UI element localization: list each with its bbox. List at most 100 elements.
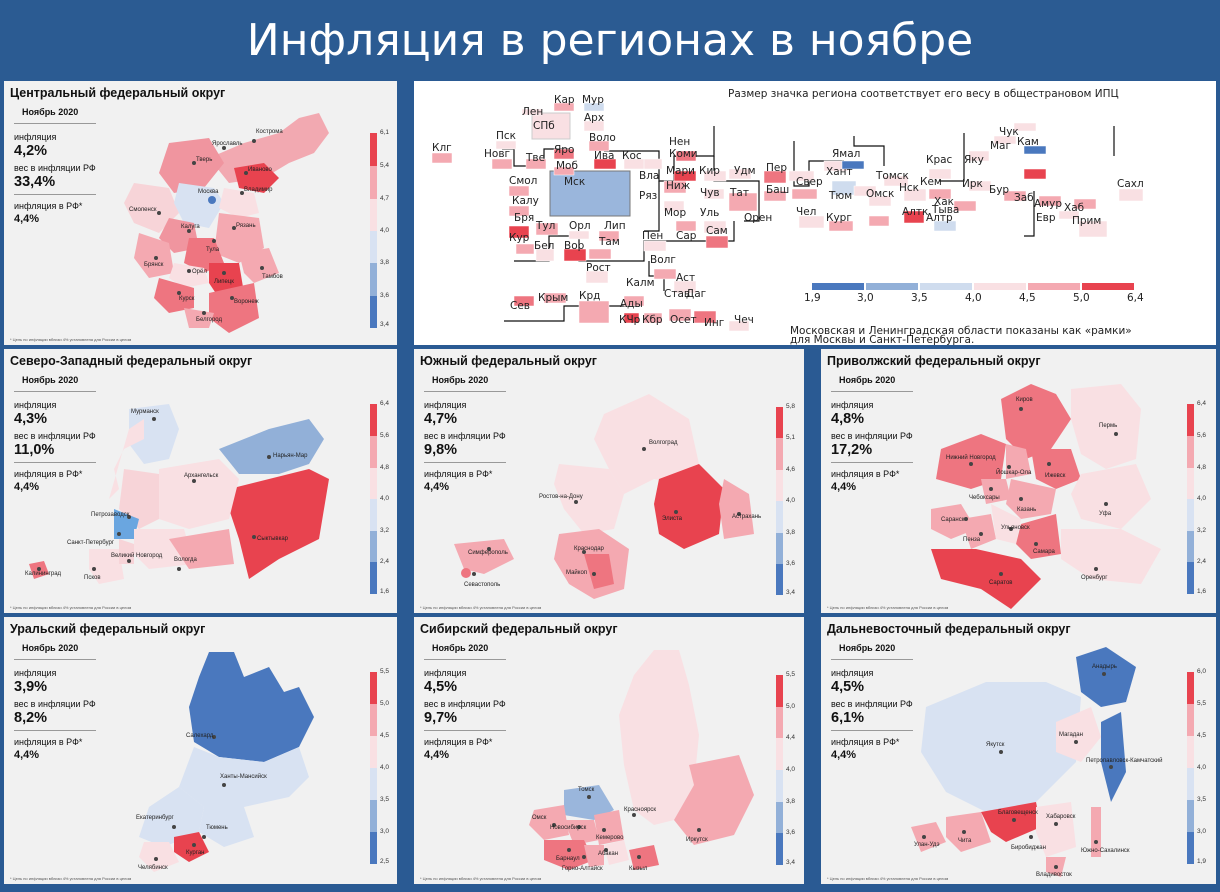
svg-text:Пер: Пер [766,162,787,174]
scale-tick: 4,7 [380,195,390,202]
rf-inflation-value: 4,4% [14,213,40,225]
city-label: Ханты-Мансийск [220,773,267,780]
city-label: Ижевск [1045,473,1066,479]
svg-text:Чеч: Чеч [734,314,754,326]
month-label: Ноябрь 2020 [14,643,96,660]
svg-text:Пск: Пск [496,130,516,142]
stats-block: Ноябрь 2020 инфляция 4,8% вес в инфляции… [831,375,913,493]
tile-scale-tick: 4,0 [965,292,982,304]
region-map: Салехард Ханты-Мансийск Екатеринбург Тюм… [136,652,314,872]
city-label: Рязань [236,223,256,229]
scale-tick: 5,6 [380,432,390,439]
city-label: Санкт-Петербург [67,540,115,546]
region-map: Кострома Ярославль Тверь Иваново Москва … [124,113,329,333]
footnote: * Цель по инфляции вблизи 4% установлена… [10,337,132,342]
scale-tick: 5,1 [786,434,796,441]
scale-tick: 3,0 [380,828,390,835]
scale-tick: 3,4 [380,321,390,328]
city-label: Новосибирск [550,825,587,831]
svg-text:Чел: Чел [796,206,816,218]
city-label: Йошкар-Ола [996,468,1032,476]
inflation-value: 4,3% [14,411,48,427]
city-label: Кострома [256,129,283,135]
city-label: Архангельск [184,473,219,479]
svg-text:Калм: Калм [626,277,655,289]
city-label: Барнаул [556,856,580,862]
scale-tick: 5,5 [1197,700,1207,707]
footnote: * Цель по инфляции вблизи 4% установлена… [827,605,949,610]
city-label: Петрозаводск [91,512,130,518]
svg-text:Крым: Крым [538,292,568,304]
city-label: Великий Новгород [111,552,163,559]
svg-text:Яку: Яку [964,154,984,166]
weight-label: вес в инфляции РФ [424,431,506,441]
city-label: Уфа [1099,511,1112,517]
color-scale: 6,4 5,6 4,8 4,0 3,2 2,4 1,6 [370,400,394,595]
scale-tick: 3,8 [786,529,796,536]
city-label: Пермь [1099,423,1117,429]
svg-text:Сахл: Сахл [1117,178,1144,190]
svg-text:Уль: Уль [700,207,719,219]
inflation-label: инфляция [14,400,57,410]
svg-text:Кос: Кос [622,150,642,162]
scale-tick: 3,6 [380,292,390,299]
scale-tick: 6,0 [1197,668,1207,675]
city-label: Тамбов [262,274,283,280]
rf-inflation-label: инфляция в РФ* [831,469,900,479]
svg-text:Орен: Орен [744,212,772,224]
city-label: Петропавловск-Камчатский [1086,757,1162,764]
city-label: Брянск [144,262,164,268]
rf-inflation-value: 4,4% [831,481,857,493]
svg-text:Кем: Кем [920,176,942,188]
svg-text:Тыва: Тыва [931,204,959,216]
svg-text:Ниж: Ниж [666,180,691,192]
city-label: Курган [186,850,204,856]
panel-title: Северо-Западный федеральный округ [10,354,253,368]
scale-tick: 5,5 [786,671,796,678]
city-label: Владивосток [1036,872,1072,878]
city-label: Тверь [196,157,212,163]
month-label: Ноябрь 2020 [831,643,913,660]
city-label: Ульяновск [1001,525,1030,531]
city-label: Калуга [181,224,200,230]
city-label: Киров [1016,397,1033,403]
panel-central-fd: Центральный федеральный округ Ноябрь 202… [4,81,397,345]
city-label: Чита [958,838,972,844]
scale-tick: 4,8 [1197,464,1207,471]
scale-tick: 3,4 [786,589,796,596]
region-map: Томск Омск Новосибирск Кемерово Краснояр… [529,650,754,872]
svg-text:Орл: Орл [569,220,591,232]
city-label: Челябинск [138,865,168,871]
svg-text:Кам: Кам [1017,136,1039,148]
scale-tick: 4,0 [380,764,390,771]
weight-label: вес в инфляции РФ [831,431,913,441]
inflation-label: инфляция [14,132,57,142]
rf-inflation-value: 4,4% [424,749,450,761]
svg-text:Прим: Прим [1072,215,1101,227]
city-label: Ярославль [212,141,243,147]
scale-tick: 4,4 [786,734,796,741]
tile-labels: Клг Пск Новг Лен Кар Мур Арх Воло Тве Яро Моб Ив… [432,94,1144,329]
scale-tick: 6,4 [1197,400,1207,407]
scale-tick: 4,0 [1197,764,1207,771]
tile-scale-tick: 5,0 [1073,292,1090,304]
tile-scale-tick: 6,4 [1127,292,1144,304]
svg-text:Кир: Кир [699,165,720,177]
weight-label: вес в инфляции РФ [14,699,96,709]
city-label: Москва [198,189,219,195]
svg-text:Крас: Крас [926,154,953,166]
city-label: Абакан [598,851,618,857]
panel-siberia-fd: Сибирский федеральный округ Ноябрь 2020 … [414,617,804,884]
inflation-label: инфляция [424,668,467,678]
weight-value: 11,0% [14,442,55,458]
city-label: Сыктывкар [257,536,289,542]
city-label: Самара [1033,549,1056,555]
color-scale: 5,5 5,0 4,5 4,0 3,5 3,0 2,5 [370,668,394,865]
svg-text:Сев: Сев [510,300,530,312]
svg-text:Томск: Томск [875,170,909,182]
svg-text:Маг: Маг [990,140,1011,152]
scale-tick: 2,4 [380,558,390,565]
scale-tick: 4,5 [1197,732,1207,739]
scale-tick: 3,8 [786,798,796,805]
rf-inflation-label: инфляция в РФ* [14,469,83,479]
